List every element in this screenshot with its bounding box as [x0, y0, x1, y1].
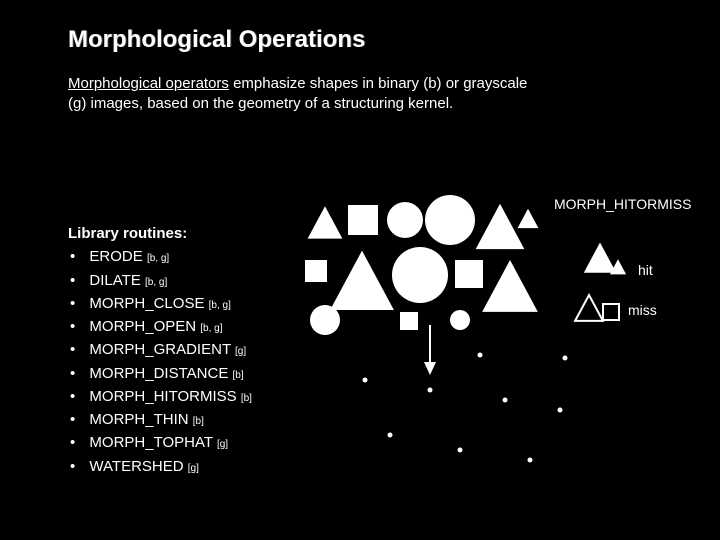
list-item: MORPH_GRADIENT [g] — [68, 338, 252, 361]
list-item: MORPH_OPEN [b, g] — [68, 315, 252, 338]
routine-name: MORPH_DISTANCE — [89, 365, 232, 382]
routine-tag: [b, g] — [209, 300, 231, 311]
routine-tag: [b, g] — [145, 277, 167, 288]
routine-name: MORPH_CLOSE — [89, 295, 208, 312]
routine-tag: [g] — [188, 463, 199, 474]
list-item: MORPH_DISTANCE [b] — [68, 362, 252, 385]
label-miss: miss — [628, 302, 657, 318]
arrow-icon — [380, 320, 480, 380]
routine-name: ERODE — [89, 248, 147, 265]
routine-name: WATERSHED — [89, 458, 187, 475]
label-hit: hit — [638, 262, 653, 278]
routine-name: MORPH_GRADIENT — [89, 341, 235, 358]
routines-list: ERODE [b, g]DILATE [b, g]MORPH_CLOSE [b,… — [68, 245, 252, 478]
slide-title: Morphological Operations — [68, 26, 365, 54]
list-item: MORPH_THIN [b] — [68, 408, 252, 431]
hit-icon — [578, 235, 638, 285]
routine-tag: [g] — [217, 439, 228, 450]
routine-tag: [b, g] — [200, 323, 222, 334]
routine-name: DILATE — [89, 272, 145, 289]
routine-name: MORPH_TOPHAT — [89, 434, 217, 451]
list-item: ERODE [b, g] — [68, 245, 252, 268]
routine-tag: [b] — [193, 416, 204, 427]
routine-name: MORPH_OPEN — [89, 318, 200, 335]
list-item: MORPH_TOPHAT [g] — [68, 431, 252, 454]
list-item: MORPH_CLOSE [b, g] — [68, 292, 252, 315]
label-hitormiss: MORPH_HITORMISS — [554, 196, 691, 212]
list-item: MORPH_HITORMISS [b] — [68, 385, 252, 408]
routines-block: Library routines: ERODE [b, g]DILATE [b,… — [68, 222, 252, 478]
intro-paragraph: Morphological operators emphasize shapes… — [68, 74, 548, 115]
list-item: WATERSHED [g] — [68, 455, 252, 478]
intro-underlined: Morphological operators — [68, 75, 229, 92]
routines-header: Library routines: — [68, 222, 252, 245]
routine-tag: [b] — [233, 370, 244, 381]
routine-tag: [b, g] — [147, 253, 169, 264]
routine-name: MORPH_THIN — [89, 411, 192, 428]
routine-tag: [b] — [241, 393, 252, 404]
list-item: DILATE [b, g] — [68, 269, 252, 292]
routine-name: MORPH_HITORMISS — [89, 388, 240, 405]
routine-tag: [g] — [235, 346, 246, 357]
input-shapes-diagram — [300, 190, 550, 340]
miss-icon — [570, 290, 630, 330]
